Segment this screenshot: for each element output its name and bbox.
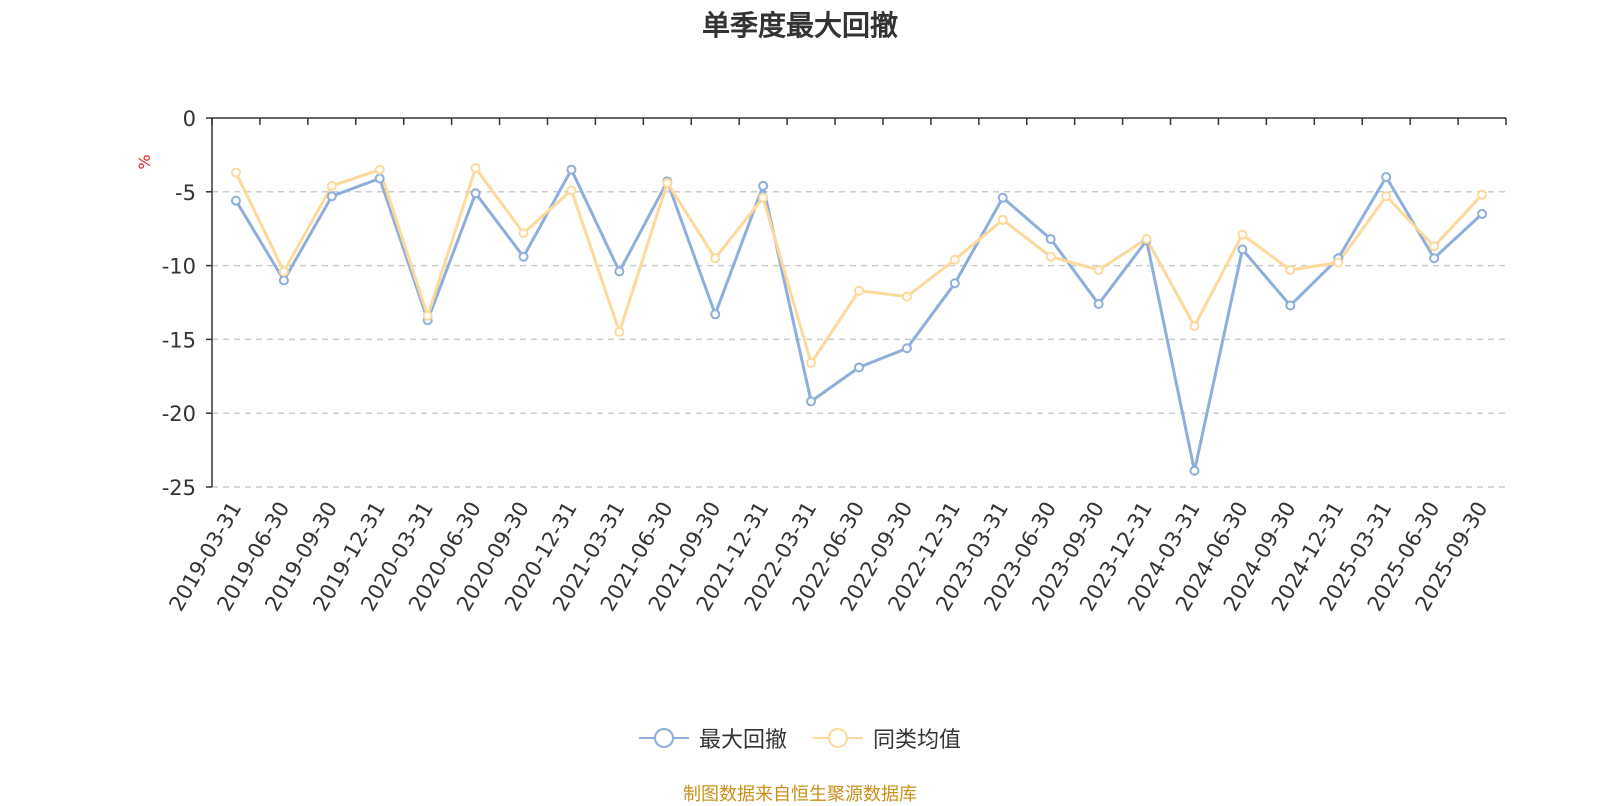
series-0-point-20: [1189, 465, 1200, 476]
series-1-point-15: [949, 254, 960, 265]
series-0-point-8: [614, 266, 625, 277]
series-0-point-11: [758, 180, 769, 191]
series-0-point-13: [854, 362, 864, 373]
series-1-point-22: [1285, 265, 1296, 276]
series-0-point-25: [1429, 253, 1440, 264]
y-axis-unit-label: %: [135, 154, 154, 169]
series-1-point-0: [230, 167, 241, 178]
series-1-point-16: [997, 214, 1008, 225]
series-0-point-22: [1285, 300, 1296, 311]
series-1-point-25: [1429, 241, 1440, 252]
series-1-point-9: [662, 177, 673, 188]
legend-label-peer-average: 同类均值: [873, 728, 962, 753]
series-0-point-5: [470, 188, 481, 199]
series-1-point-4: [422, 310, 433, 321]
series-1-point-20: [1189, 321, 1200, 332]
series-0-point-17: [1045, 234, 1056, 245]
legend: 最大回撤 同类均值: [0, 722, 1600, 754]
y-tick-label-4: -20: [162, 402, 196, 426]
series-0-point-14: [901, 343, 912, 354]
series-1-point-3: [374, 164, 385, 175]
y-tick-label-3: -15: [162, 328, 196, 352]
series-1-point-12: [806, 358, 817, 369]
series-1-point-17: [1045, 251, 1056, 262]
series-1-point-13: [854, 285, 864, 296]
legend-marker-peer-average: [813, 728, 863, 748]
series: [230, 163, 1488, 476]
series-0-point-12: [806, 396, 817, 407]
series-1-point-24: [1381, 191, 1392, 202]
series-0-point-0: [230, 195, 241, 206]
series-1-point-19: [1141, 234, 1152, 245]
series-1-point-7: [566, 185, 577, 196]
series-0-point-10: [710, 309, 721, 320]
series-1-point-10: [710, 253, 721, 264]
series-1-point-8: [614, 327, 625, 338]
y-tick-label-2: -10: [162, 255, 196, 279]
series-0-point-24: [1381, 172, 1392, 183]
series-1-point-6: [518, 228, 529, 239]
chart-title: 单季度最大回撤: [701, 9, 898, 42]
series-0-point-18: [1093, 298, 1104, 309]
series-0-point-6: [518, 251, 529, 262]
series-1-point-5: [470, 163, 481, 174]
series-0-point-1: [278, 275, 289, 286]
series-1-point-11: [758, 192, 769, 203]
legend-marker-max-drawdown: [638, 728, 689, 748]
series-0-point-16: [997, 192, 1008, 203]
series-1-point-14: [901, 291, 912, 302]
series-1-point-26: [1477, 189, 1488, 200]
legend-item-max-drawdown[interactable]: 最大回撤: [638, 722, 787, 754]
series-0-point-3: [374, 173, 385, 184]
series-1-point-21: [1237, 229, 1248, 240]
y-tick-label-5: -25: [162, 476, 196, 500]
series-0-point-2: [326, 191, 337, 202]
series-1-point-1: [278, 266, 289, 277]
legend-label-max-drawdown: 最大回撤: [698, 728, 787, 753]
series-0-point-21: [1237, 244, 1248, 255]
legend-item-peer-average[interactable]: 同类均值: [813, 722, 961, 754]
series-0-point-7: [566, 164, 577, 175]
y-tick-label-0: 0: [183, 107, 196, 131]
series-1-point-23: [1333, 257, 1344, 268]
series-1-point-2: [326, 180, 337, 191]
y-tick-label-1: -5: [175, 181, 196, 205]
grid-lines: [212, 191, 1506, 488]
series-0-point-26: [1477, 208, 1488, 219]
series-0-point-15: [949, 278, 960, 289]
data-source-note: 制图数据来自恒生聚源数据库: [683, 784, 917, 805]
series-1-point-18: [1093, 265, 1104, 276]
